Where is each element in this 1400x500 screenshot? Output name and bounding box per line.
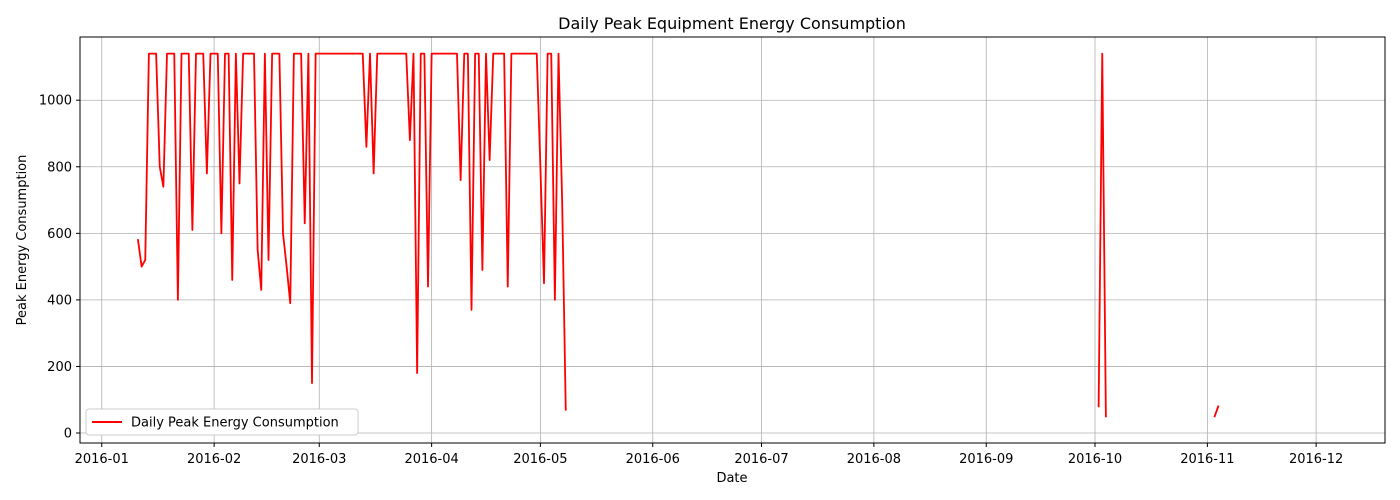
y-axis-label: Peak Energy Consumption: [15, 155, 30, 326]
chart-title: Daily Peak Equipment Energy Consumption: [558, 14, 906, 33]
grid: [80, 37, 1385, 443]
x-tick-label: 2016-02: [187, 452, 241, 467]
y-tick-label: 1000: [39, 94, 72, 109]
x-tick-label: 2016-01: [75, 452, 129, 467]
y-tick-label: 600: [47, 227, 72, 242]
series-line-segment: [136, 52, 567, 411]
y-tick-label: 800: [47, 160, 72, 175]
x-tick-label: 2016-10: [1068, 452, 1122, 467]
x-tick-label: 2016-09: [959, 452, 1013, 467]
y-tick-label: 0: [64, 427, 72, 442]
plot-frame: [79, 36, 1386, 444]
x-tick-label: 2016-11: [1180, 452, 1234, 467]
x-axis-label: Date: [716, 471, 747, 486]
legend: Daily Peak Energy Consumption: [85, 408, 359, 436]
legend-label: Daily Peak Energy Consumption: [131, 416, 339, 431]
x-tick-label: 2016-07: [734, 452, 788, 467]
series-line-segment: [1213, 405, 1220, 418]
x-tick-label: 2016-04: [404, 452, 458, 467]
series-line-segment: [1097, 52, 1107, 418]
x-tick-label: 2016-05: [513, 452, 567, 467]
x-tick-label: 2016-12: [1289, 452, 1343, 467]
y-tick-label: 400: [47, 293, 72, 308]
series-layer: [136, 52, 1220, 418]
x-tick-label: 2016-03: [292, 452, 346, 467]
legend-box: [85, 408, 359, 436]
y-tick-label: 200: [47, 360, 72, 375]
y-axis: 0 200 400 600 800 1000: [39, 94, 80, 442]
x-axis: 2016-01 2016-02 2016-03 2016-04 2016-05 2016-…: [75, 443, 1343, 467]
x-tick-label: 2016-08: [847, 452, 901, 467]
x-tick-label: 2016-06: [626, 452, 680, 467]
